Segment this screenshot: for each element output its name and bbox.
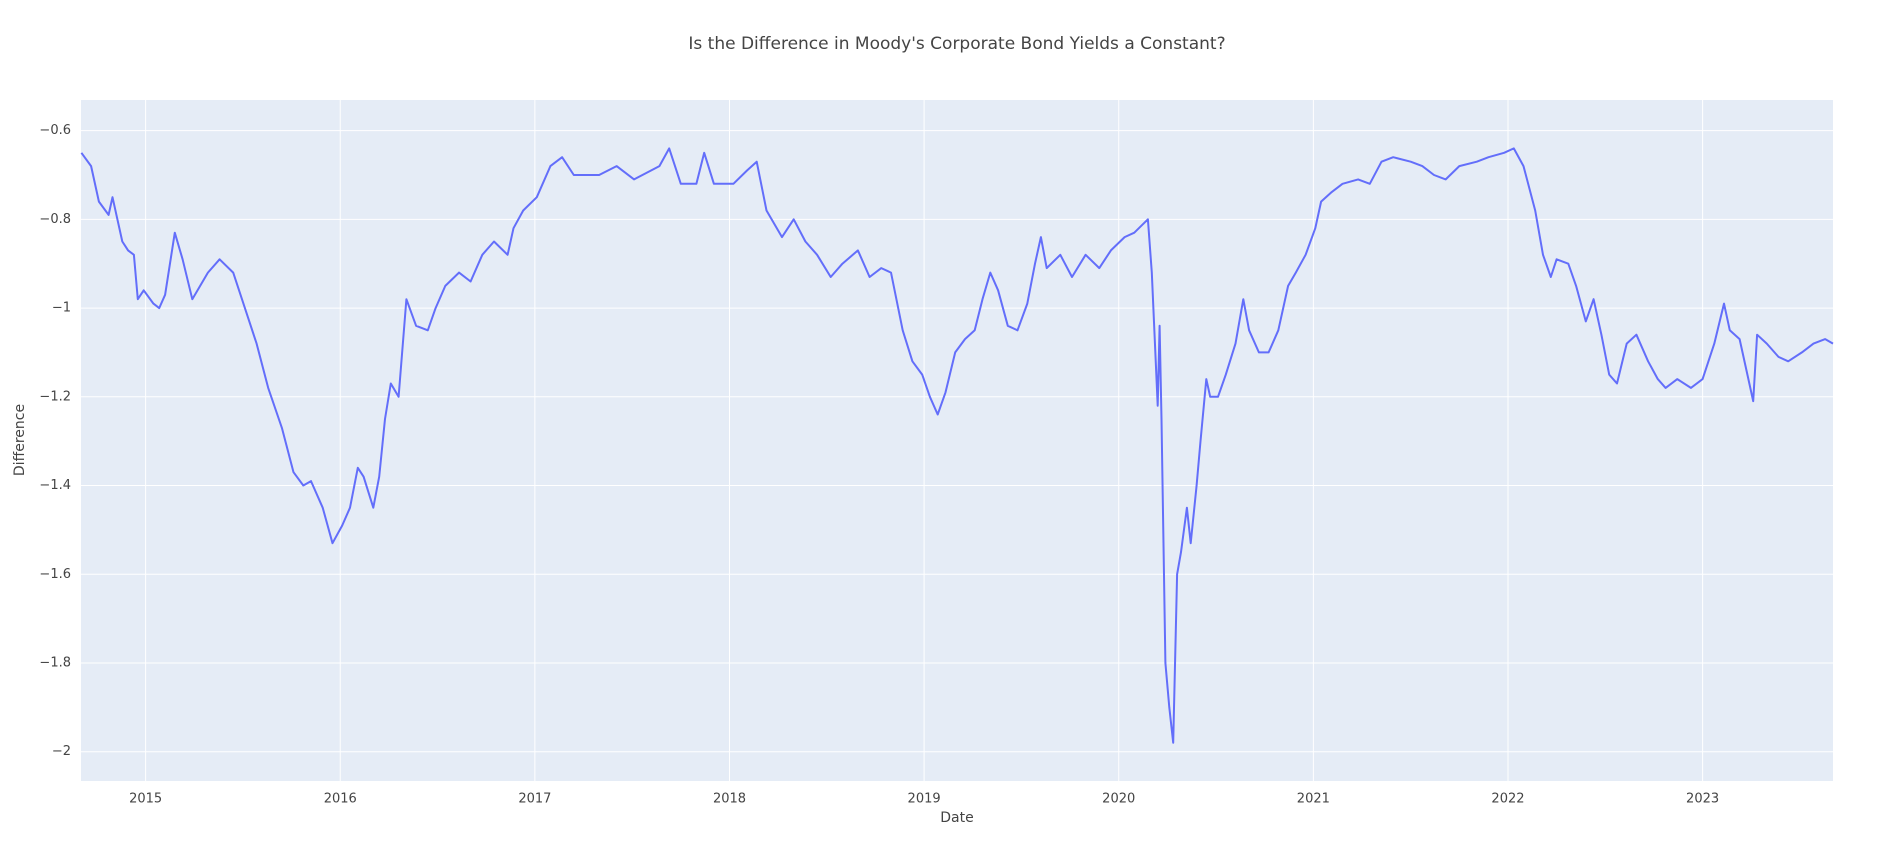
data-line bbox=[80, 147, 1834, 744]
x-tick-label: 2022 bbox=[1491, 792, 1524, 807]
y-tick-label: −2 bbox=[52, 744, 71, 759]
y-tick-label: −1.6 bbox=[39, 567, 71, 582]
x-tick-label: 2016 bbox=[324, 792, 357, 807]
x-axis-title: Date bbox=[940, 810, 973, 826]
y-tick-label: −1.8 bbox=[39, 655, 71, 670]
y-axis-title: Difference bbox=[12, 404, 28, 476]
x-tick-label: 2018 bbox=[713, 792, 746, 807]
y-tick-label: −0.6 bbox=[39, 123, 71, 138]
x-tick-label: 2017 bbox=[518, 792, 551, 807]
x-tick-label: 2015 bbox=[129, 792, 162, 807]
x-tick-label: 2023 bbox=[1686, 792, 1719, 807]
y-tick-label: −1 bbox=[52, 301, 71, 316]
x-tick-label: 2020 bbox=[1102, 792, 1135, 807]
plot-area bbox=[81, 100, 1833, 781]
x-tick-label: 2021 bbox=[1297, 792, 1330, 807]
x-tick-label: 2019 bbox=[908, 792, 941, 807]
y-tick-label: −0.8 bbox=[39, 212, 71, 227]
y-tick-label: −1.2 bbox=[39, 389, 71, 404]
chart-title: Is the Difference in Moody's Corporate B… bbox=[688, 34, 1225, 54]
y-tick-label: −1.4 bbox=[39, 478, 71, 493]
